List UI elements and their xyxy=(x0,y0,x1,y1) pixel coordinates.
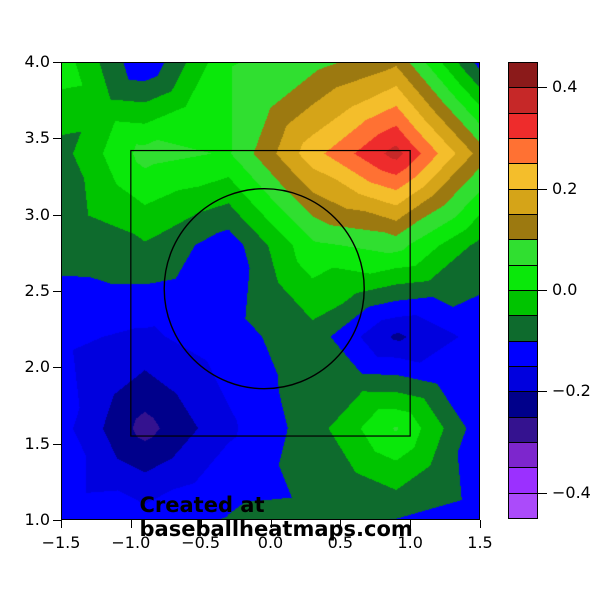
x-tick-mark xyxy=(61,520,62,528)
colorbar-band xyxy=(508,189,538,215)
colorbar-tick-label: 0.2 xyxy=(552,179,578,198)
x-tick-mark xyxy=(130,520,132,528)
colorbar-band xyxy=(508,315,538,342)
colorbar-band xyxy=(508,62,538,88)
y-tick-mark xyxy=(53,520,61,521)
colorbar-band xyxy=(508,442,538,468)
colorbar-band xyxy=(508,214,538,240)
colorbar-tick-mark xyxy=(538,189,547,190)
y-tick-mark xyxy=(53,367,61,369)
colorbar-band xyxy=(508,163,538,190)
y-tick-mark xyxy=(53,443,61,445)
colorbar-band xyxy=(508,113,538,139)
x-tick-label: −0.5 xyxy=(181,533,221,552)
colorbar-tick-mark xyxy=(538,290,547,291)
colorbar-tick-label: 0.4 xyxy=(552,77,578,96)
colorbar-band xyxy=(508,417,538,443)
colorbar-band xyxy=(508,341,538,367)
y-tick-mark xyxy=(53,62,61,63)
y-tick-mark xyxy=(53,214,61,216)
colorbar-band xyxy=(508,290,538,316)
contour-plot-canvas xyxy=(61,62,480,520)
y-tick-label: 4.0 xyxy=(24,52,50,71)
x-tick-label: 1.0 xyxy=(397,533,423,552)
y-tick-label: 2.5 xyxy=(24,281,50,300)
x-tick-mark xyxy=(480,520,481,528)
colorbar-tick-mark xyxy=(538,391,547,392)
colorbar-tick-label: −0.4 xyxy=(552,483,591,502)
y-tick-mark xyxy=(53,138,61,140)
x-tick-label: 0.0 xyxy=(257,533,284,552)
y-tick-label: 2.0 xyxy=(24,357,50,377)
x-tick-mark xyxy=(410,520,412,528)
colorbar-band xyxy=(508,138,538,164)
x-tick-label: −1.5 xyxy=(41,533,81,552)
y-tick-label: 3.5 xyxy=(24,128,50,148)
colorbar-tick-label: 0.0 xyxy=(552,280,578,299)
colorbar-band xyxy=(508,239,538,266)
y-tick-label: 3.0 xyxy=(24,204,50,224)
x-tick-label: 0.5 xyxy=(327,533,354,552)
watermark-text: Created at baseballheatmaps.com xyxy=(139,493,413,541)
x-tick-mark xyxy=(200,520,202,528)
x-tick-label: −1.0 xyxy=(111,533,151,552)
colorbar-band xyxy=(508,87,538,114)
colorbar-tick-mark xyxy=(538,87,547,88)
colorbar-band xyxy=(508,391,538,418)
x-tick-mark xyxy=(340,520,342,528)
x-tick-label: 1.5 xyxy=(467,533,493,552)
colorbar-band xyxy=(508,265,538,291)
y-tick-label: 1.0 xyxy=(24,510,50,529)
colorbar-tick-label: −0.2 xyxy=(552,381,591,400)
y-tick-label: 1.5 xyxy=(24,433,50,453)
x-tick-mark xyxy=(270,520,272,528)
colorbar-tick-mark xyxy=(538,493,547,494)
colorbar-band xyxy=(508,366,538,392)
colorbar-band xyxy=(508,467,538,494)
colorbar-band xyxy=(508,493,538,519)
y-tick-mark xyxy=(53,291,61,292)
